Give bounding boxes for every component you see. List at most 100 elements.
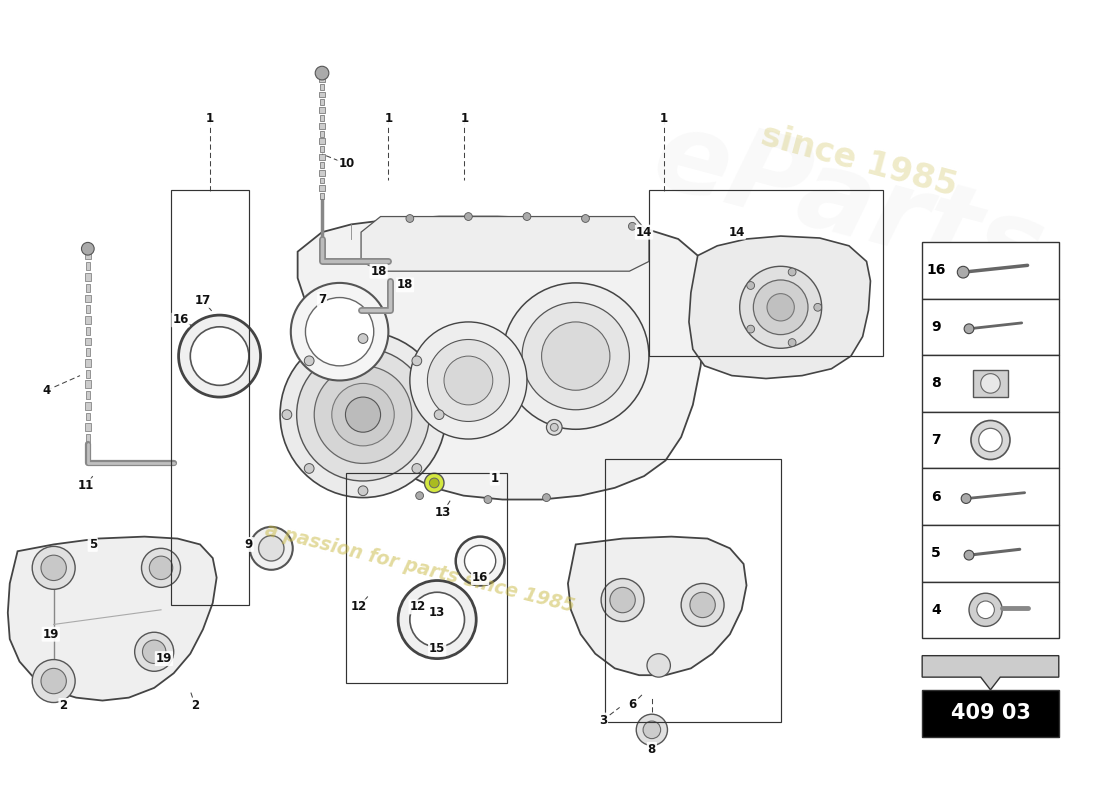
Circle shape: [969, 594, 1002, 626]
Circle shape: [134, 632, 174, 671]
Circle shape: [522, 302, 629, 410]
Circle shape: [747, 325, 755, 333]
Bar: [319, 76, 326, 82]
Text: 12: 12: [351, 600, 367, 614]
Circle shape: [981, 374, 1000, 393]
Text: 18: 18: [371, 265, 387, 278]
Text: 1: 1: [206, 113, 213, 126]
Text: 8: 8: [648, 743, 656, 756]
Polygon shape: [361, 217, 649, 271]
Circle shape: [359, 334, 367, 343]
Text: 11: 11: [78, 479, 94, 492]
Bar: [85, 381, 91, 388]
Circle shape: [32, 659, 75, 702]
Circle shape: [582, 214, 590, 222]
Circle shape: [767, 294, 794, 321]
Circle shape: [977, 601, 994, 618]
Circle shape: [306, 298, 374, 366]
Circle shape: [41, 668, 66, 694]
Bar: [922, 582, 1059, 638]
Bar: [922, 468, 1059, 525]
Circle shape: [398, 581, 476, 658]
Circle shape: [359, 486, 367, 496]
Circle shape: [250, 527, 293, 570]
Circle shape: [81, 242, 95, 255]
Text: 6: 6: [628, 698, 637, 711]
Circle shape: [290, 283, 388, 381]
Circle shape: [412, 356, 421, 366]
Circle shape: [690, 592, 715, 618]
Text: 1: 1: [461, 113, 469, 126]
Text: 19: 19: [156, 652, 172, 665]
Circle shape: [297, 348, 429, 481]
Text: 18: 18: [397, 278, 414, 291]
Circle shape: [971, 421, 1010, 459]
Text: 16: 16: [926, 263, 946, 278]
Text: 5: 5: [931, 546, 940, 560]
Bar: [320, 130, 324, 137]
Bar: [319, 92, 326, 98]
Bar: [320, 115, 324, 121]
Polygon shape: [922, 656, 1059, 690]
Text: a passion for parts since 1985: a passion for parts since 1985: [263, 520, 576, 615]
Bar: [922, 355, 1059, 412]
Bar: [319, 170, 326, 175]
Circle shape: [541, 322, 609, 390]
Polygon shape: [298, 217, 705, 499]
Bar: [85, 316, 91, 324]
Text: 409 03: 409 03: [950, 703, 1031, 723]
Bar: [86, 413, 90, 421]
Circle shape: [429, 478, 439, 488]
Circle shape: [547, 419, 562, 435]
Bar: [85, 338, 91, 346]
Circle shape: [503, 283, 649, 430]
Circle shape: [406, 214, 414, 222]
Circle shape: [178, 315, 261, 397]
Circle shape: [412, 463, 421, 474]
Polygon shape: [8, 537, 217, 701]
Text: 10: 10: [339, 158, 354, 170]
Circle shape: [754, 280, 808, 334]
Bar: [85, 252, 91, 259]
Circle shape: [332, 383, 394, 446]
Text: 14: 14: [728, 226, 745, 238]
Circle shape: [190, 327, 249, 386]
Bar: [320, 162, 324, 168]
Bar: [649, 190, 883, 356]
Circle shape: [739, 266, 822, 348]
Circle shape: [425, 473, 444, 493]
Circle shape: [601, 578, 645, 622]
Bar: [320, 99, 324, 106]
Bar: [86, 306, 90, 313]
Bar: [319, 123, 326, 129]
Bar: [922, 690, 1059, 737]
Circle shape: [628, 222, 636, 230]
Bar: [319, 138, 326, 144]
Bar: [922, 525, 1059, 582]
Bar: [85, 273, 91, 281]
Bar: [86, 391, 90, 399]
Text: 3: 3: [600, 714, 607, 726]
Circle shape: [964, 324, 974, 334]
Text: 9: 9: [244, 538, 253, 551]
Circle shape: [647, 654, 670, 677]
Circle shape: [484, 496, 492, 503]
Text: 1: 1: [384, 113, 393, 126]
Bar: [319, 186, 326, 191]
Text: 1: 1: [660, 113, 668, 126]
Text: 16: 16: [173, 314, 189, 326]
Circle shape: [142, 548, 180, 587]
Circle shape: [789, 338, 796, 346]
Bar: [346, 473, 507, 683]
Bar: [85, 402, 91, 410]
Text: 4: 4: [931, 603, 940, 617]
Text: eParts: eParts: [642, 102, 1055, 308]
Text: 9: 9: [931, 320, 940, 334]
Circle shape: [957, 266, 969, 278]
Bar: [922, 242, 1059, 298]
Circle shape: [305, 463, 315, 474]
Bar: [86, 284, 90, 292]
Text: 5: 5: [89, 538, 97, 551]
Circle shape: [979, 428, 1002, 452]
Text: 7: 7: [318, 293, 326, 306]
